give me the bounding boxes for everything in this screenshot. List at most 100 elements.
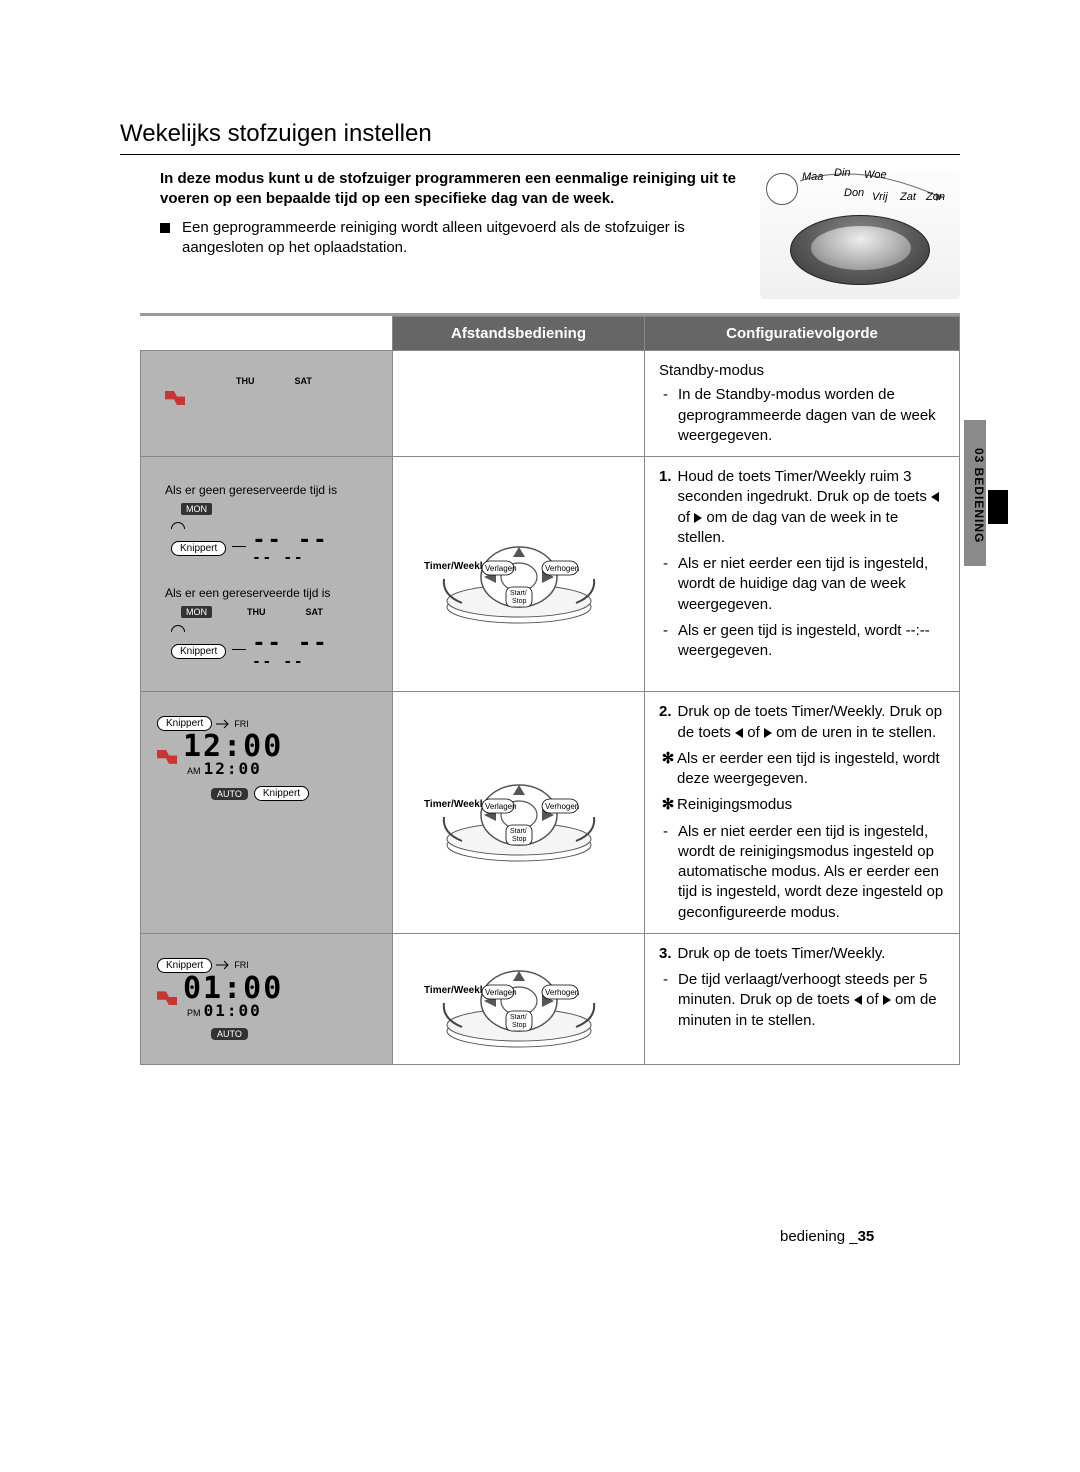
config-text: Als er eerder een tijd is ingesteld, wor…	[677, 749, 945, 790]
header-blank	[141, 317, 393, 351]
page-title: Wekelijks stofzuigen instellen	[120, 120, 960, 155]
dash-icon: -	[663, 621, 668, 662]
config-text: De tijd verlaagt/verhoogt steeds per 5 m…	[678, 970, 945, 1031]
table-row: Knippert FRI 01:00 PM 01:00 AUTO	[141, 933, 960, 1064]
config-text: In de Standby-modus worden de geprogramm…	[678, 385, 945, 446]
display-cell: THU SAT	[141, 351, 393, 457]
auto-badge: AUTO	[211, 1028, 248, 1040]
svg-text:Timer/Weekly: Timer/Weekly	[424, 561, 489, 572]
asterisk-icon: ✻	[659, 749, 677, 790]
lcd-day-label: SAT	[290, 375, 317, 387]
config-text: Reinigingsmodus	[677, 795, 945, 815]
remote-control-icon: Timer/Weekly Verlagen Verhogen Start/ St…	[424, 941, 614, 1056]
robot-body-icon	[790, 215, 930, 287]
display-cell: Knippert FRI 12:00 AM 12:00 AUTO	[141, 692, 393, 934]
lcd-day-label: MON	[181, 606, 212, 618]
triangle-left-icon	[735, 728, 743, 738]
section-side-tab: 03 BEDIENING	[964, 420, 986, 566]
config-cell: 2. Druk op de toets Timer/Weekly. Druk o…	[645, 692, 960, 934]
remote-control-icon: Timer/Weekly Verlagen Verhogen Start/ St…	[424, 755, 614, 870]
table-row: Als er geen gereserveerde tijd is MON Kn…	[141, 457, 960, 692]
lcd-subtime: 01:00	[204, 1001, 262, 1020]
triangle-right-icon	[883, 995, 891, 1005]
config-text: Druk op de toets Timer/Weekly. Druk op d…	[678, 702, 945, 743]
asterisk-icon: ✻	[659, 795, 677, 815]
dash-icon: -	[663, 970, 668, 1031]
table-row: THU SAT Standby-modus - In de Standby-mo…	[141, 351, 960, 457]
triangle-left-icon	[931, 492, 939, 502]
knippert-label: Knippert	[171, 644, 226, 659]
auto-badge: AUTO	[211, 788, 248, 800]
knippert-label: Knippert	[171, 541, 226, 556]
am-label: AM	[187, 766, 201, 776]
config-text: Druk op de toets Timer/Weekly.	[678, 944, 945, 964]
svg-text:Start/: Start/	[510, 1014, 527, 1021]
config-mode-title: Standby-modus	[659, 361, 945, 381]
dash-icon: -	[663, 385, 668, 446]
lcd-day-label: FRI	[234, 960, 249, 970]
antenna-icon	[171, 519, 187, 529]
svg-text:Verlagen: Verlagen	[485, 988, 517, 997]
robot-day: Don	[844, 187, 864, 199]
timer-icon	[165, 391, 185, 405]
config-table: Afstandsbediening Configuratievolgorde T…	[140, 316, 960, 1065]
svg-text:Verhogen: Verhogen	[545, 802, 579, 811]
robot-day: Zon	[926, 191, 945, 203]
dash-icon: -	[663, 554, 668, 615]
display-sublabel: Als er een gereserveerde tijd is	[165, 586, 382, 600]
svg-text:Start/: Start/	[510, 828, 527, 835]
svg-text:Verlagen: Verlagen	[485, 564, 517, 573]
config-text: Als er niet eerder een tijd is ingesteld…	[678, 554, 945, 615]
pm-label: PM	[187, 1008, 201, 1018]
robot-day: Woe	[864, 169, 887, 181]
robot-day: Vrij	[872, 191, 888, 203]
lcd-dashes: -- ---- --	[252, 636, 328, 667]
robot-day: Maa	[802, 171, 823, 183]
page-footer: bediening _35	[780, 1228, 874, 1245]
svg-text:Stop: Stop	[512, 1022, 527, 1029]
config-cell: Standby-modus - In de Standby-modus word…	[645, 351, 960, 457]
pointer-icon	[216, 719, 230, 729]
lcd-day-label: FRI	[234, 719, 249, 729]
triangle-right-icon	[764, 728, 772, 738]
lcd-time: 12:00	[183, 735, 283, 759]
lcd-day-label: SAT	[301, 606, 328, 618]
config-cell: 3. Druk op de toets Timer/Weekly. - De t…	[645, 933, 960, 1064]
intro-block: In deze modus kunt u de stofzuiger progr…	[120, 169, 960, 299]
bullet-square-icon	[160, 223, 170, 233]
pointer-icon	[216, 960, 230, 970]
remote-cell: Timer/Weekly Verlagen Verhogen Start/ St…	[393, 692, 645, 934]
triangle-right-icon	[694, 513, 702, 523]
lcd-day-label: THU	[242, 606, 271, 618]
footer-label: bediening _	[780, 1228, 858, 1245]
header-remote: Afstandsbediening	[393, 317, 645, 351]
side-marker	[988, 490, 1008, 524]
svg-text:Start/: Start/	[510, 590, 527, 597]
svg-text:Timer/Weekly: Timer/Weekly	[424, 799, 489, 810]
config-text: Als er niet eerder een tijd is ingesteld…	[678, 822, 945, 923]
display-cell: Knippert FRI 01:00 PM 01:00 AUTO	[141, 933, 393, 1064]
config-cell: 1. Houd de toets Timer/Weekly ruim 3 sec…	[645, 457, 960, 692]
svg-text:Verhogen: Verhogen	[545, 988, 579, 997]
dash-icon: -	[663, 822, 668, 923]
header-config: Configuratievolgorde	[645, 317, 960, 351]
robot-illustration: Maa Din Woe Don Vrij Zat Zon	[760, 169, 960, 299]
config-text: Als er geen tijd is ingesteld, wordt --:…	[678, 621, 945, 662]
table-header-row: Afstandsbediening Configuratievolgorde	[141, 317, 960, 351]
lcd-time: 01:00	[183, 977, 283, 1001]
robot-day: Din	[834, 167, 851, 179]
lcd-day-label: MON	[181, 503, 212, 515]
knippert-label: Knippert	[254, 786, 309, 801]
robot-day: Zat	[900, 191, 916, 203]
step-number: 1.	[659, 467, 672, 548]
lcd-dashes: -- ---- --	[252, 533, 328, 564]
intro-bullet-text: Een geprogrammeerde reiniging wordt alle…	[182, 218, 740, 259]
svg-text:Stop: Stop	[512, 836, 527, 843]
remote-control-icon: Timer/Weekly Verlagen Verhogen Start/ St…	[424, 517, 614, 632]
timer-icon	[157, 991, 177, 1005]
lcd-subtime: 12:00	[204, 759, 262, 778]
step-number: 2.	[659, 702, 672, 743]
config-text: Houd de toets Timer/Weekly ruim 3 second…	[678, 467, 945, 548]
remote-cell	[393, 351, 645, 457]
intro-bold-text: In deze modus kunt u de stofzuiger progr…	[160, 169, 740, 210]
